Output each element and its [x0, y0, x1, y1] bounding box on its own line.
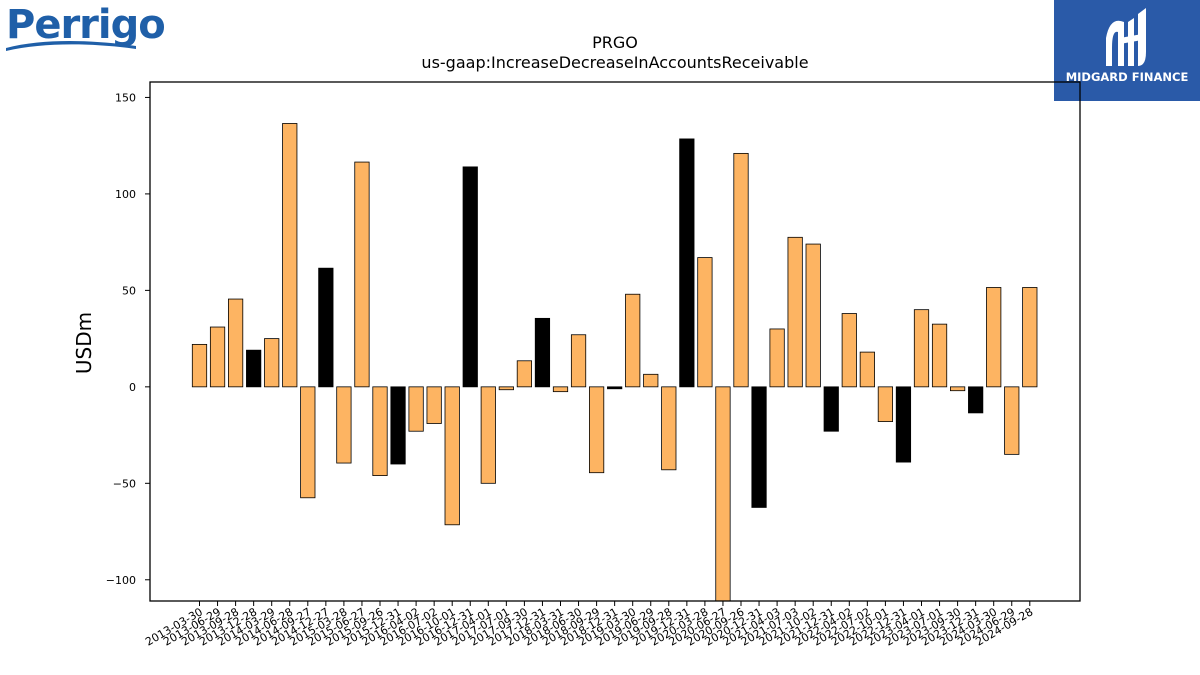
- bar-2020-06-27: [715, 386, 731, 602]
- bar-2023-07-01: [931, 323, 948, 388]
- bar-2024-06-29: [1004, 386, 1020, 455]
- bar-2022-04-02: [841, 313, 857, 388]
- bar-2017-12-31: [534, 317, 551, 388]
- y-tick-label: −100: [106, 574, 136, 587]
- bar-2019-12-31: [679, 138, 695, 388]
- bar-2024-09-28: [1022, 287, 1038, 388]
- bar-2019-03-30: [625, 293, 641, 388]
- bar-2013-12-28: [246, 349, 262, 388]
- bar-2015-06-27: [354, 161, 370, 388]
- bar-2016-10-01: [444, 386, 460, 526]
- bar-2024-03-30: [986, 287, 1002, 388]
- bar-2013-09-28: [227, 298, 244, 388]
- bar-2018-09-29: [589, 386, 605, 474]
- bar-2013-03-30: [191, 343, 208, 388]
- bar-2020-09-26: [733, 152, 749, 388]
- bar-2014-12-27: [318, 267, 334, 388]
- bar-2014-09-27: [300, 386, 316, 499]
- bar-2016-12-31: [462, 166, 478, 388]
- bar-2022-10-01: [877, 386, 894, 422]
- bar-2017-09-30: [516, 360, 533, 388]
- bar-2019-06-29: [643, 373, 659, 388]
- chart-subtitle: us-gaap:IncreaseDecreaseInAccountsReceiv…: [421, 53, 808, 72]
- bar-2021-12-31: [823, 386, 839, 432]
- bar-2022-07-02: [859, 351, 875, 388]
- y-tick-label: 100: [115, 188, 136, 201]
- y-axis: −100 −50 0 50 100 150: [106, 91, 150, 587]
- bar-2014-03-29: [264, 338, 280, 388]
- bar-2017-07-01: [498, 386, 514, 391]
- bar-2021-04-03: [769, 328, 785, 388]
- y-tick-label: 50: [122, 284, 136, 297]
- bar-2013-06-29: [209, 326, 226, 388]
- bars-group: [191, 123, 1038, 602]
- bar-2015-09-26: [372, 386, 388, 476]
- midgard-finance-logo: MIDGARD FINANCE: [1054, 0, 1200, 101]
- y-tick-label: −50: [113, 477, 136, 490]
- bar-2023-09-30: [950, 386, 966, 392]
- perrigo-logo: Perrigo: [4, 2, 166, 58]
- bar-2019-09-28: [661, 386, 677, 471]
- y-axis-label: USDm: [72, 312, 96, 374]
- perrigo-swoosh-icon: [6, 41, 136, 51]
- bar-2020-12-31: [751, 386, 767, 508]
- bar-2021-07-03: [787, 236, 803, 388]
- perrigo-logo-text: Perrigo: [6, 2, 166, 48]
- chart-title: PRGO: [592, 33, 638, 52]
- bar-2023-04-01: [913, 309, 930, 388]
- bar-2015-03-28: [336, 386, 352, 464]
- bar-2018-06-30: [570, 334, 587, 388]
- bar-2016-04-02: [408, 386, 424, 432]
- bar-2018-03-31: [552, 386, 569, 393]
- midgard-emblem-icon: [1106, 8, 1146, 66]
- bar-2023-12-31: [968, 386, 984, 414]
- y-tick-label: 0: [129, 381, 136, 394]
- x-axis: 2013-03-302013-06-292013-09-282013-12-28…: [143, 601, 1035, 649]
- bar-2015-12-31: [390, 386, 406, 465]
- midgard-logo-text: MIDGARD FINANCE: [1065, 70, 1189, 84]
- bar-2021-10-02: [805, 243, 821, 388]
- y-tick-label: 150: [115, 91, 136, 104]
- bar-2017-04-01: [480, 386, 496, 484]
- bar-2020-03-28: [697, 257, 713, 388]
- bar-2018-12-31: [607, 386, 623, 390]
- bar-2014-06-28: [282, 123, 298, 388]
- bar-2016-07-02: [426, 386, 442, 424]
- bar-2022-12-31: [895, 386, 912, 463]
